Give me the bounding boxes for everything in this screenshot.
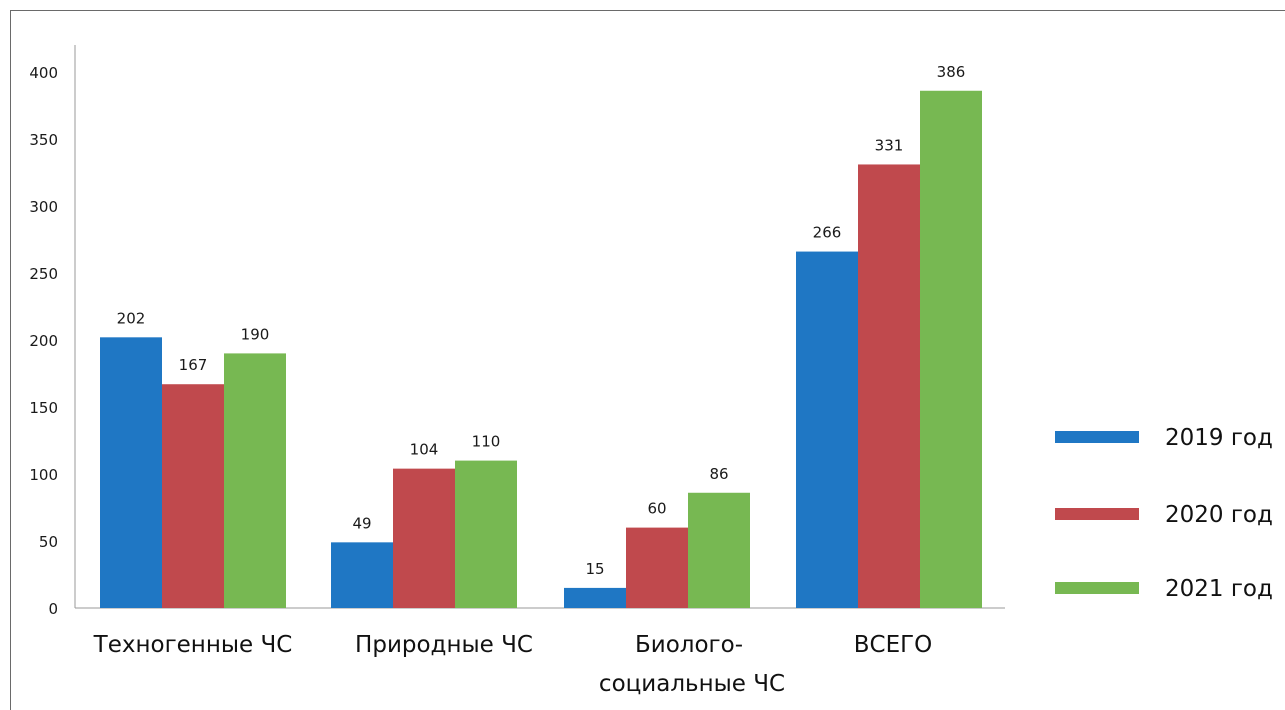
- data-label: 60: [647, 500, 666, 518]
- data-label: 190: [241, 325, 270, 343]
- bar: [688, 492, 750, 608]
- bar: [100, 337, 162, 608]
- bar: [455, 460, 517, 608]
- data-label: 15: [585, 560, 604, 578]
- chart-frame: [10, 10, 1285, 710]
- y-axis-ticks: 0 50 100 150 200 250 300 350 400: [29, 64, 58, 618]
- data-label: 167: [179, 356, 208, 374]
- y-tick-label: 400: [29, 64, 58, 82]
- bars: [100, 90, 982, 608]
- bar: [626, 527, 688, 608]
- legend-swatch: [1055, 582, 1139, 594]
- bar: [858, 164, 920, 608]
- y-tick-label: 250: [29, 265, 58, 283]
- legend: 2019 год 2020 год 2021 год: [1055, 425, 1273, 602]
- legend-label: 2021 год: [1165, 576, 1273, 602]
- y-tick-label: 100: [29, 466, 58, 484]
- y-tick-label: 300: [29, 198, 58, 216]
- bar: [331, 542, 393, 608]
- x-tick-label: Природные ЧС: [355, 632, 533, 658]
- data-label: 202: [117, 309, 146, 327]
- y-tick-label: 150: [29, 399, 58, 417]
- x-tick-label: Техногенные ЧС: [93, 632, 293, 658]
- legend-label: 2019 год: [1165, 425, 1273, 451]
- data-label: 86: [709, 465, 728, 483]
- bar: [393, 468, 455, 608]
- x-tick-label: Биолого-: [635, 632, 743, 658]
- legend-swatch: [1055, 508, 1139, 520]
- bar: [920, 90, 982, 608]
- bar: [224, 353, 286, 608]
- x-axis-labels: Техногенные ЧС Природные ЧС Биолого-социал…: [93, 632, 933, 697]
- x-tick-label: ВСЕГО: [854, 632, 933, 658]
- bar: [564, 587, 626, 608]
- data-label: 104: [410, 441, 439, 459]
- data-label: 110: [472, 433, 501, 451]
- x-tick-label: социальные ЧС: [599, 671, 785, 697]
- data-label: 49: [352, 514, 371, 532]
- y-tick-label: 200: [29, 332, 58, 350]
- data-labels: 202 49 15 266 167 104 60 331 190 110 86 386: [117, 63, 966, 578]
- legend-label: 2020 год: [1165, 502, 1273, 528]
- data-label: 266: [813, 224, 842, 242]
- legend-swatch: [1055, 431, 1139, 443]
- bar: [796, 251, 858, 608]
- y-tick-label: 0: [48, 600, 58, 618]
- data-label: 331: [875, 136, 904, 154]
- y-tick-label: 50: [39, 533, 58, 551]
- y-tick-label: 350: [29, 131, 58, 149]
- data-label: 386: [937, 63, 966, 81]
- bar: [162, 384, 224, 608]
